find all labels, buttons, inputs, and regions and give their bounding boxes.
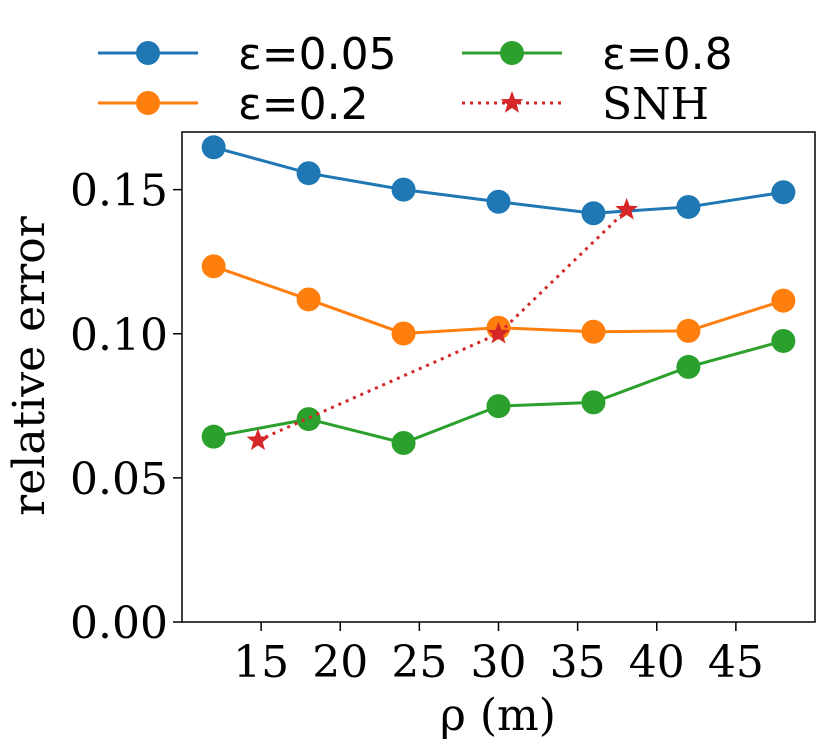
data-point-eps-02 (201, 254, 226, 279)
legend-swatch-marker (136, 91, 160, 115)
data-point-eps-08 (676, 354, 701, 379)
x-tick-label: 25 (391, 637, 447, 688)
data-point-snh (246, 428, 270, 451)
x-tick-label: 45 (708, 637, 764, 688)
legend-label: SNH (602, 79, 709, 130)
data-point-eps-08 (296, 407, 321, 432)
x-axis: 15 20 25 30 35 40 45 (233, 622, 764, 688)
data-point-eps-005 (296, 161, 321, 186)
data-point-eps-08 (581, 390, 606, 415)
x-axis-label: ρ (m) (440, 690, 556, 741)
data-point-eps-02 (296, 287, 321, 312)
legend-item-snh: SNH (462, 79, 709, 130)
legend-swatch-marker (500, 91, 524, 113)
data-point-snh (487, 321, 510, 344)
data-point-eps-08 (391, 431, 416, 456)
series-line-eps-08 (213, 339, 784, 445)
legend-item-eps-02: ε=0.2 (98, 79, 369, 130)
x-tick-label: 40 (629, 637, 685, 688)
data-point-eps-02 (391, 321, 416, 346)
data-point-eps-005 (391, 177, 416, 202)
legend-swatch-marker (136, 41, 160, 65)
plot-area (201, 135, 796, 456)
series-eps-005 (201, 135, 796, 226)
data-point-eps-005 (486, 189, 511, 214)
data-point-eps-005 (676, 194, 701, 219)
data-point-eps-02 (676, 318, 701, 343)
y-tick-label: 0.00 (70, 598, 168, 649)
x-tick-label: 15 (233, 637, 289, 688)
legend-item-eps-08: ε=0.8 (462, 29, 733, 80)
x-tick-label: 35 (550, 637, 606, 688)
y-tick-label: 0.05 (70, 454, 168, 505)
data-point-snh (615, 197, 639, 220)
series-eps-08 (201, 328, 796, 456)
y-axis-label: relative error (4, 215, 55, 516)
legend-swatch-marker (500, 41, 524, 65)
data-point-eps-02 (771, 288, 796, 313)
data-point-eps-08 (771, 328, 796, 353)
data-point-eps-005 (581, 201, 606, 226)
data-point-eps-005 (201, 135, 226, 160)
data-point-eps-08 (486, 394, 511, 419)
legend-label: ε=0.8 (602, 29, 733, 80)
x-tick-label: 20 (312, 637, 368, 688)
y-tick-label: 0.10 (70, 310, 168, 361)
series-line-snh (257, 208, 628, 442)
legend-label: ε=0.05 (238, 29, 397, 80)
data-point-eps-02 (581, 319, 606, 344)
legend-item-eps-005: ε=0.05 (98, 29, 397, 80)
y-axis: 0.00 0.05 0.10 0.15 (70, 166, 182, 649)
series-snh (246, 197, 639, 451)
legend-label: ε=0.2 (238, 79, 369, 130)
data-point-eps-08 (201, 424, 226, 449)
x-tick-label: 30 (471, 637, 527, 688)
data-point-eps-005 (771, 180, 796, 205)
y-tick-label: 0.15 (70, 166, 168, 217)
